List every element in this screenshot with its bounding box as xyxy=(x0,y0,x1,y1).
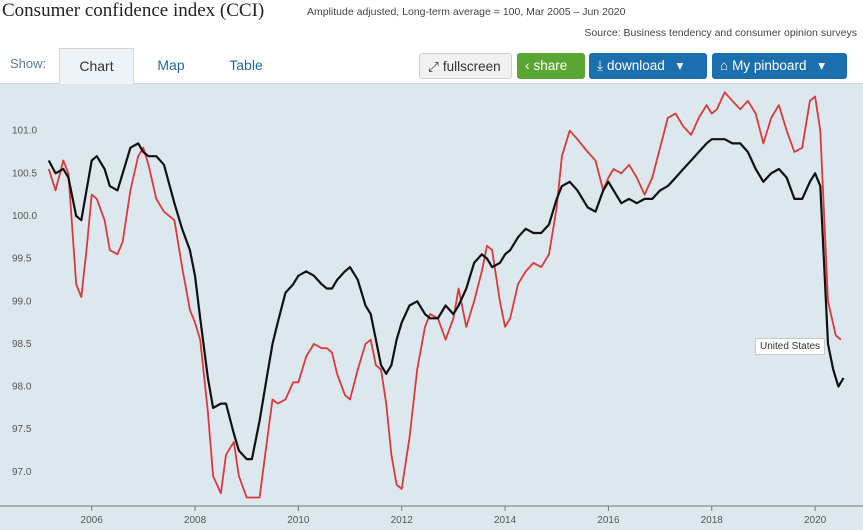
source-note: Source: Business tendency and consumer o… xyxy=(584,27,857,39)
fullscreen-button[interactable]: ⤢ fullscreen xyxy=(419,53,512,79)
y-tick-label: 99.5 xyxy=(12,254,32,265)
download-icon: ⤓ xyxy=(597,58,603,73)
x-tick-label: 2012 xyxy=(391,515,414,526)
toolbar: Show: Chart Map Table ⤢ fullscreen ‹ share… xyxy=(0,46,863,85)
y-tick-label: 100.0 xyxy=(12,211,37,222)
y-tick-label: 100.5 xyxy=(12,168,37,179)
fullscreen-icon: ⤢ xyxy=(428,59,439,74)
download-button[interactable]: ⤓ download ▾ xyxy=(589,53,707,79)
x-tick-label: 2006 xyxy=(81,515,104,526)
show-label: Show: xyxy=(10,56,47,71)
x-tick-label: 2008 xyxy=(184,515,207,526)
share-icon: ‹ xyxy=(525,58,530,73)
y-tick-label: 101.0 xyxy=(12,126,37,137)
series-tooltip-label: United States xyxy=(755,338,826,355)
chevron-down-icon: ▾ xyxy=(818,58,825,73)
y-tick-label: 97.0 xyxy=(12,467,32,478)
tab-map[interactable]: Map xyxy=(157,57,185,73)
fullscreen-label: fullscreen xyxy=(442,59,501,74)
y-tick-label: 98.0 xyxy=(12,382,32,393)
y-tick-label: 99.0 xyxy=(12,296,32,307)
y-tick-label: 98.5 xyxy=(12,339,32,350)
page-title: Consumer confidence index (CCI) xyxy=(2,0,265,21)
x-tick-label: 2014 xyxy=(494,515,517,526)
x-tick-label: 2010 xyxy=(287,515,310,526)
x-tick-label: 2020 xyxy=(804,515,827,526)
download-label: download xyxy=(606,58,665,73)
x-tick-label: 2016 xyxy=(597,515,620,526)
share-button[interactable]: ‹ share xyxy=(517,53,585,79)
tab-table[interactable]: Table xyxy=(229,57,263,73)
series-line-selected xyxy=(47,138,845,461)
cci-line-chart: 97.0 97.5 98.0 98.5 99.0 99.5 100.0 100.5 101.0 2… xyxy=(0,91,863,526)
tab-chart[interactable]: Chart xyxy=(59,48,134,85)
page-subtitle: Amplitude adjusted, Long-term average = … xyxy=(307,6,626,18)
y-tick-label: 97.5 xyxy=(12,424,32,435)
pinboard-label: My pinboard xyxy=(732,58,807,73)
chevron-down-icon: ▾ xyxy=(676,58,684,73)
x-tick-label: 2018 xyxy=(701,515,724,526)
share-label: share xyxy=(533,58,568,73)
chart-area: 97.0 97.5 98.0 98.5 99.0 99.5 100.0 100.5 101.0 2… xyxy=(0,84,863,530)
pin-icon: ⌂ xyxy=(720,58,729,73)
series-line-united-states xyxy=(47,91,842,499)
pinboard-button[interactable]: ⌂ My pinboard ▾ xyxy=(712,53,847,79)
